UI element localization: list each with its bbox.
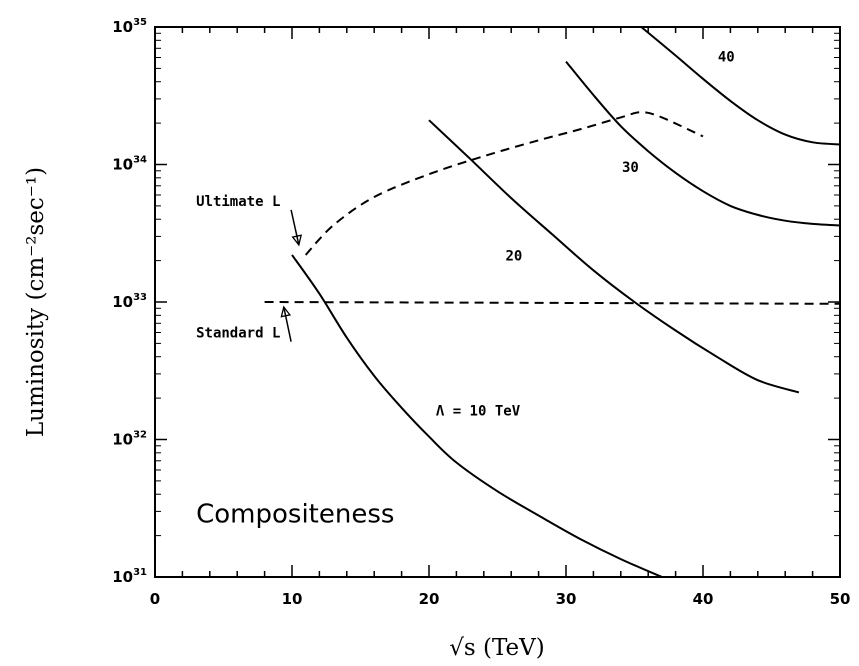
x-tick-label: 30 [556, 590, 577, 608]
series-line [264, 301, 841, 305]
y-axis-title: Luminosity (cm⁻²sec⁻¹) [23, 167, 49, 437]
annotation-label: Compositeness [196, 499, 394, 529]
annotation-arrows [280, 209, 303, 342]
annotation-label: 40 [718, 50, 735, 66]
annotation-label: Standard L [196, 326, 280, 342]
annotation-arrow-shaft [290, 209, 300, 246]
annotation-arrowhead [291, 234, 303, 247]
annotation-label: 20 [506, 249, 523, 265]
series-line [291, 254, 663, 578]
axis-ticks [154, 26, 841, 578]
y-tick-label: 1033 [112, 292, 147, 311]
y-tick-label: 1034 [112, 155, 147, 174]
x-tick-label: 40 [693, 590, 714, 608]
x-tick-label: 10 [282, 590, 303, 608]
x-tick-label: 20 [419, 590, 440, 608]
x-tick-labels: 0 10 20 30 40 50 [150, 590, 851, 608]
annotation-arrow-shaft [283, 306, 292, 342]
x-axis-title: √s (TeV) [449, 635, 545, 661]
y-tick-label: 1031 [112, 567, 147, 586]
series-line [565, 60, 841, 227]
annotation-arrowhead [280, 305, 292, 318]
x-tick-label: 50 [830, 590, 851, 608]
data-series [264, 26, 841, 578]
y-tick-labels: 1031 1032 1033 1034 1035 [112, 17, 147, 586]
annotations: Ultimate L Standard L Λ = 10 TeV 20 30 40 Comp… [196, 50, 735, 530]
annotation-label: Λ = 10 TeV [436, 403, 521, 419]
x-tick-label: 0 [150, 590, 160, 608]
annotation-label: 30 [622, 160, 639, 176]
series-line [304, 111, 704, 256]
y-tick-label: 1032 [112, 430, 147, 449]
series-line [640, 26, 841, 146]
y-tick-label: 1035 [112, 17, 147, 36]
annotation-label: Ultimate L [196, 194, 280, 210]
series-line [428, 119, 800, 394]
